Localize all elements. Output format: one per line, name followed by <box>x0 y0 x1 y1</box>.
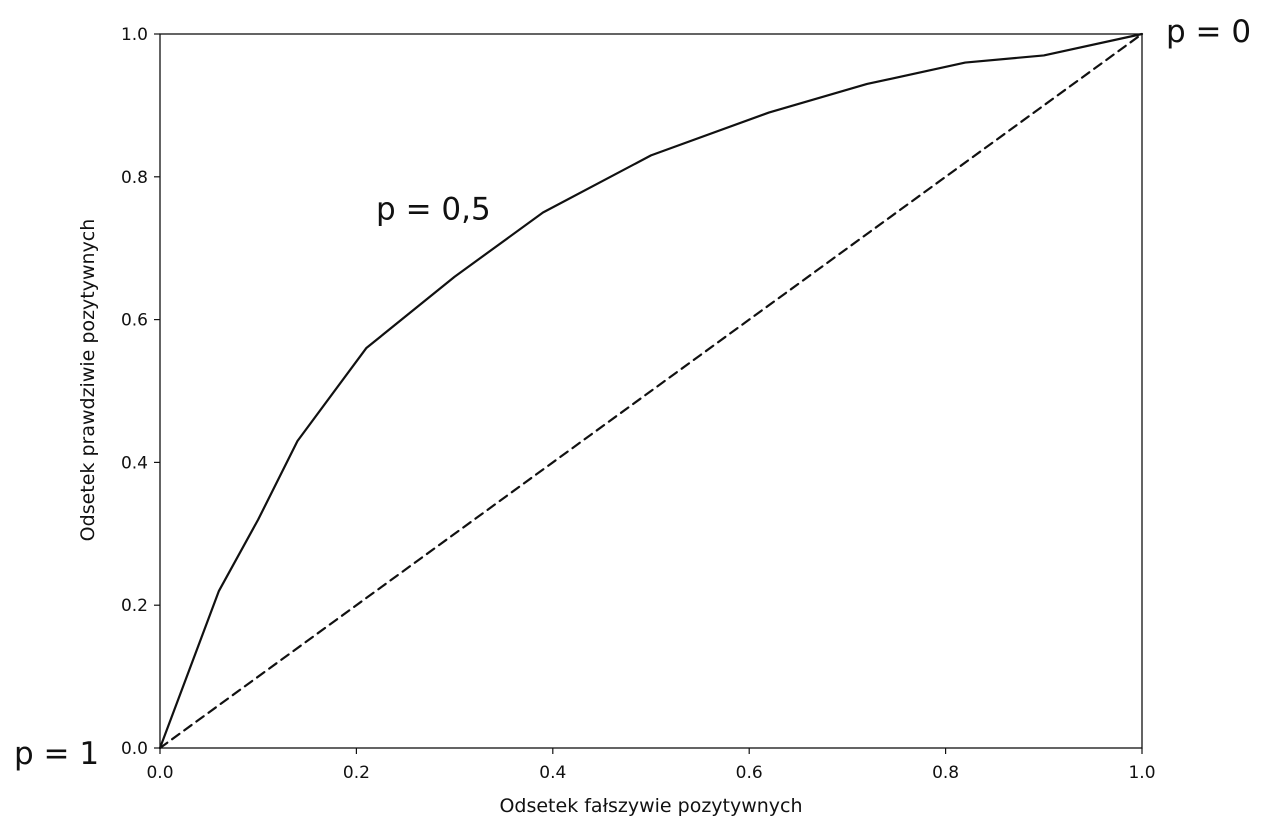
y-tick-label: 0.6 <box>121 311 148 331</box>
x-tick-label: 1.0 <box>1128 763 1155 783</box>
y-tick-label: 0.8 <box>121 168 148 188</box>
annotation-p0: p = 0 <box>1166 14 1251 50</box>
y-axis-label: Odsetek prawdziwie pozytywnych <box>77 219 99 542</box>
roc-curve-line <box>158 32 1144 750</box>
x-tick-label: 0.0 <box>146 763 173 783</box>
y-tick-label: 0.0 <box>121 739 148 759</box>
plot-area: 0.0 0.2 0.4 0.6 0.8 1.0 0.0 0.2 0.4 0.6 0.8 1.0 p = … <box>14 14 1251 783</box>
diagonal-reference-line <box>158 32 1144 750</box>
x-axis-label: Odsetek fałszywie pozytywnych <box>499 795 802 817</box>
y-tick-label: 1.0 <box>121 25 148 45</box>
annotation-p05: p = 0,5 <box>376 192 491 228</box>
x-tick-label: 0.8 <box>932 763 959 783</box>
plot-frame <box>159 33 1143 749</box>
y-tick-label: 0.2 <box>121 596 148 616</box>
y-tick-label: 0.4 <box>121 453 148 473</box>
x-tick-label: 0.2 <box>343 763 370 783</box>
x-tick-label: 0.6 <box>736 763 763 783</box>
annotation-p1: p = 1 <box>14 736 99 772</box>
x-tick-label: 0.4 <box>539 763 566 783</box>
